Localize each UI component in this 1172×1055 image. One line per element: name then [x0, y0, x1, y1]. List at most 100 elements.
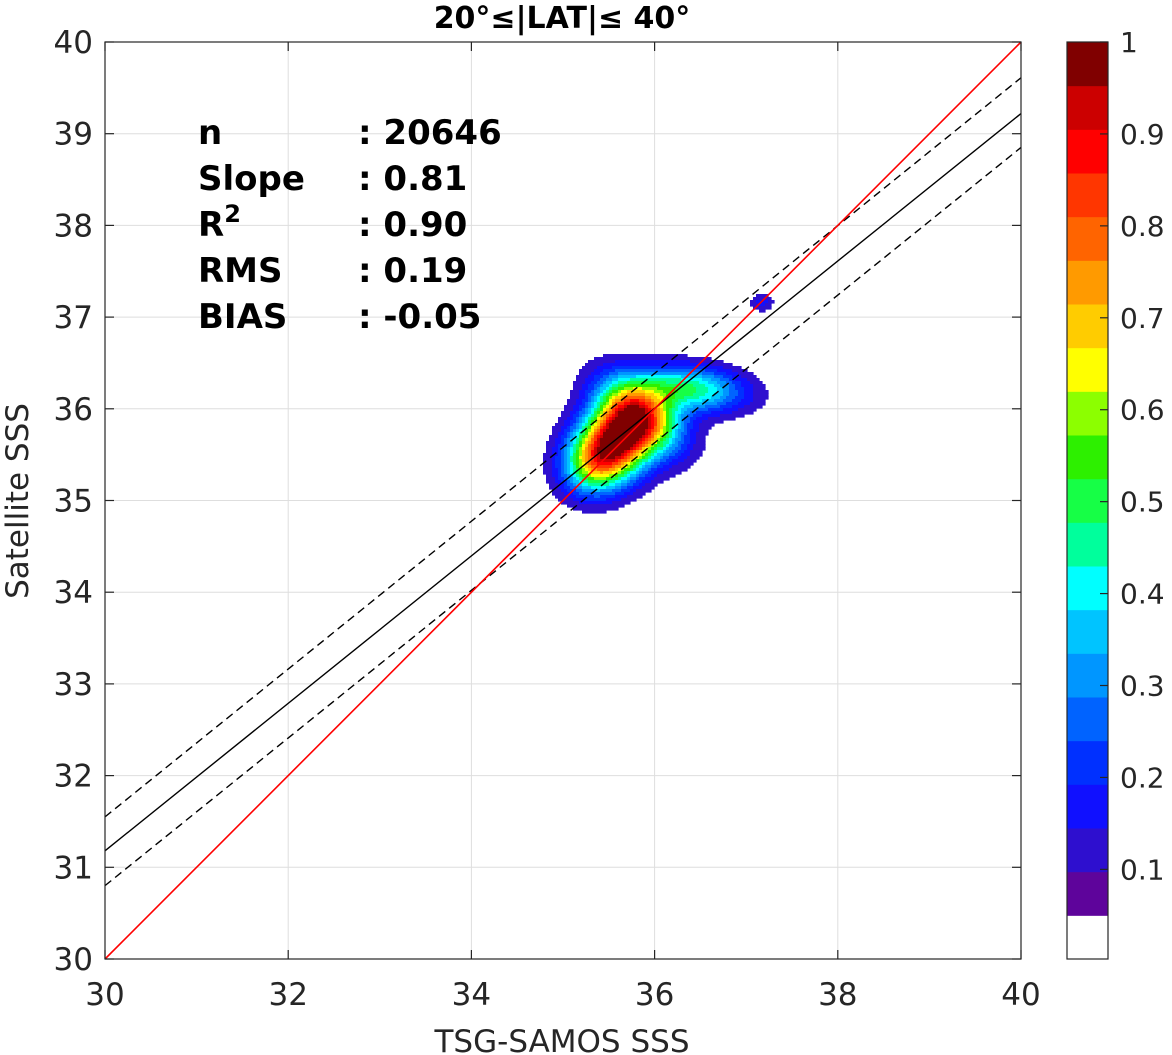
density-cell	[684, 411, 691, 415]
density-cell	[651, 480, 664, 484]
density-cell	[561, 462, 565, 466]
density-cell	[675, 417, 679, 421]
density-cell	[753, 387, 766, 391]
density-cell	[615, 474, 619, 478]
density-cell	[627, 390, 646, 394]
density-cell	[591, 486, 607, 490]
density-cell	[597, 438, 601, 442]
density-cell	[678, 456, 688, 460]
density-cell	[612, 396, 616, 400]
density-cell	[645, 411, 649, 415]
density-cell	[696, 408, 709, 412]
density-cell	[624, 396, 646, 400]
density-cell	[654, 411, 658, 415]
density-cell	[687, 426, 694, 430]
density-cell	[612, 399, 616, 403]
density-cell	[639, 444, 643, 448]
density-cell	[624, 408, 646, 412]
density-cell	[573, 384, 583, 388]
density-cell	[546, 480, 556, 484]
density-cell	[567, 468, 571, 472]
density-cell	[561, 471, 565, 475]
density-cell	[702, 375, 715, 379]
density-cell	[597, 381, 604, 385]
density-cell	[687, 456, 700, 460]
density-cell	[591, 441, 595, 445]
density-cell	[576, 432, 580, 436]
density-cell	[711, 411, 733, 415]
density-cell	[546, 450, 553, 454]
density-cell	[627, 480, 631, 484]
density-cell	[678, 408, 682, 412]
density-cell	[552, 432, 559, 436]
density-cell	[609, 411, 613, 415]
density-cell	[588, 438, 592, 442]
density-cell	[669, 414, 673, 418]
density-cell	[582, 441, 586, 445]
density-cell	[588, 480, 610, 484]
density-cell	[657, 414, 661, 418]
colorbar-bin	[1067, 697, 1108, 742]
density-cell	[573, 387, 583, 391]
density-cell	[588, 402, 592, 406]
density-cell	[576, 402, 583, 406]
density-cell	[639, 447, 643, 451]
density-cell	[660, 462, 670, 466]
density-cell	[582, 471, 589, 475]
density-cell	[648, 468, 652, 472]
density-cell	[582, 423, 586, 427]
density-cell	[642, 387, 658, 391]
stat-label: n	[198, 113, 222, 153]
density-cell	[591, 411, 595, 415]
density-cell	[735, 396, 745, 400]
density-cell	[759, 309, 766, 313]
density-cell	[630, 468, 634, 472]
density-cell	[738, 390, 745, 394]
density-cell	[618, 402, 625, 406]
y-tick-label: 40	[54, 25, 93, 61]
colorbar-tick-label: 1	[1120, 26, 1138, 59]
density-cell	[588, 468, 592, 472]
density-cell	[594, 393, 598, 397]
density-cell	[717, 390, 724, 394]
density-cell	[573, 423, 577, 427]
density-cell	[648, 438, 652, 442]
density-cell	[603, 369, 616, 373]
density-cell	[606, 426, 610, 430]
density-cell	[549, 483, 559, 487]
density-cell	[678, 444, 682, 448]
density-cell	[753, 399, 766, 403]
density-cell	[612, 408, 616, 412]
density-cell	[651, 435, 655, 439]
density-cell	[750, 381, 763, 385]
density-cell	[753, 393, 769, 397]
density-cell	[648, 426, 652, 430]
density-cell	[678, 441, 685, 445]
density-cell	[645, 453, 649, 457]
density-cell	[555, 441, 562, 445]
density-cell	[639, 402, 646, 406]
density-cell	[588, 429, 592, 433]
density-cell	[585, 441, 589, 445]
density-cell	[651, 474, 658, 478]
density-cell	[573, 474, 577, 478]
density-cell	[585, 468, 589, 472]
y-axis-label: Satellite SSS	[0, 403, 36, 599]
density-cell	[597, 411, 601, 415]
density-cell	[621, 453, 625, 457]
density-cell	[588, 441, 592, 445]
density-cell	[738, 408, 757, 412]
density-cell	[579, 447, 583, 451]
density-cell	[615, 468, 619, 472]
density-cell	[675, 387, 697, 391]
density-cell	[612, 414, 616, 418]
density-cell	[630, 489, 637, 493]
stat-value: : 0.81	[358, 159, 467, 199]
density-cell	[543, 453, 553, 457]
density-cell	[603, 471, 613, 475]
density-cell	[615, 396, 622, 400]
density-cell	[588, 417, 592, 421]
density-cell	[681, 432, 688, 436]
density-cell	[654, 429, 658, 433]
colorbar-bin	[1067, 566, 1108, 611]
